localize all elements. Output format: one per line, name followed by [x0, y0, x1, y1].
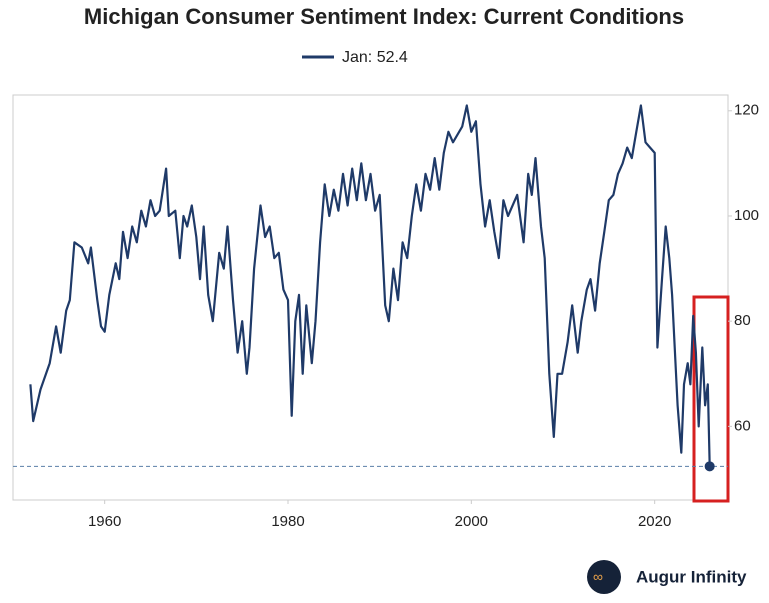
x-tick-label: 2020 — [638, 513, 671, 530]
highlight-box — [692, 295, 730, 503]
x-tick-label: 1980 — [271, 513, 304, 530]
chart-title: Michigan Consumer Sentiment Index: Curre… — [84, 4, 684, 29]
plot-frame — [12, 94, 729, 501]
series-line — [29, 104, 711, 467]
last-point — [704, 461, 715, 472]
legend-label: Jan: 52.4 — [342, 49, 408, 66]
y-tick-label: 60 — [734, 417, 751, 434]
y-tick-label: 80 — [734, 312, 751, 329]
x-tick-label: 2000 — [455, 513, 488, 530]
y-tick-label: 100 — [734, 207, 759, 224]
y-tick-label: 120 — [734, 102, 759, 119]
brand-logo-mark: ∞ — [593, 569, 603, 585]
x-tick-label: 1960 — [88, 513, 121, 530]
brand-name: Augur Infinity — [636, 567, 747, 586]
brand-logo — [587, 560, 621, 594]
